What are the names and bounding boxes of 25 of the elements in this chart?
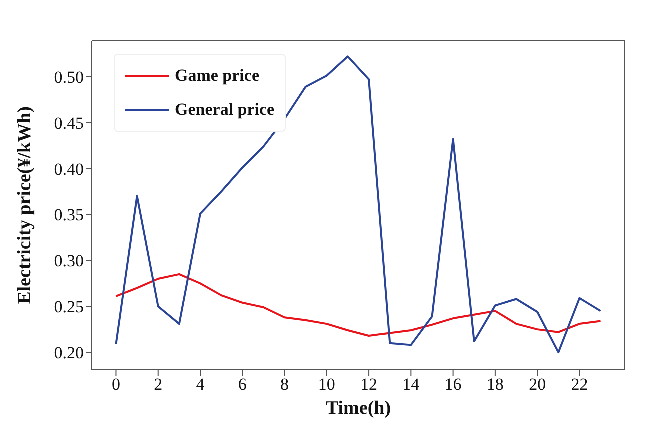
y-tick-label: 0.25 [54,298,84,317]
x-tick-label: 16 [444,375,462,394]
x-tick-label: 22 [571,375,588,394]
x-tick-label: 6 [238,375,247,394]
y-tick-label: 0.50 [54,68,84,87]
x-tick-label: 2 [154,375,163,394]
x-axis-title: Time(h) [326,398,392,419]
legend-label: Game price [175,66,260,86]
line-series [115,56,602,354]
y-axis-title: Electricity price(¥/kWh) [14,106,36,304]
y-tick-label: 0.35 [54,206,84,225]
y-tick-label: 0.30 [54,252,84,271]
x-tick-label: 4 [196,375,206,394]
x-tick-label: 0 [112,375,120,394]
x-tick-label: 10 [318,375,336,394]
legend-label: General price [175,100,275,120]
y-tick-label: 0.45 [54,114,84,133]
y-tick-label: 0.40 [54,160,84,179]
x-tick-label: 20 [529,375,546,394]
x-tick-label: 18 [486,375,504,394]
line-series [115,273,602,337]
x-tick-label: 8 [280,375,290,394]
x-tick-label: 14 [402,375,420,394]
y-tick-label: 0.20 [54,344,84,363]
x-tick-label: 12 [360,375,378,394]
